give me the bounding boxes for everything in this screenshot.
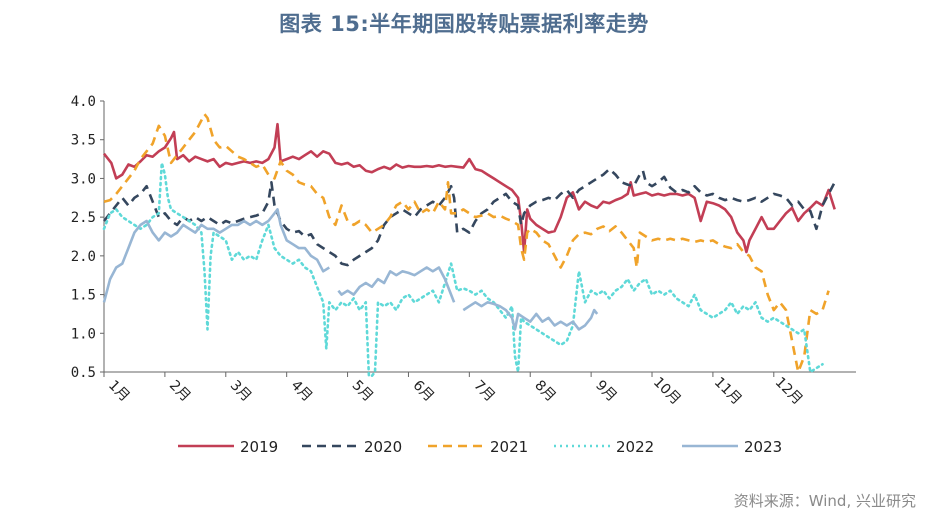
legend-label-2020: 2020 <box>364 438 402 456</box>
x-tick-label: 10月 <box>650 374 684 408</box>
x-tick-label: 7月 <box>470 377 498 405</box>
x-tick-label: 2月 <box>166 377 194 405</box>
series-line-2019 <box>102 122 836 254</box>
x-tick-label: 5月 <box>349 377 377 405</box>
legend-label-2022: 2022 <box>616 438 654 456</box>
legend-label-2023: 2023 <box>744 438 782 456</box>
series-line-2020 <box>102 167 836 267</box>
x-tick-label: 12月 <box>772 374 806 408</box>
chart-title: 图表 15:半年期国股转贴票据利率走势 <box>279 12 649 36</box>
y-tick-label: 1.0 <box>71 326 96 342</box>
x-tick-label: 1月 <box>105 377 133 405</box>
legend: 2019 2020 2021 2022 2023 <box>178 438 782 456</box>
series-lines <box>102 112 836 378</box>
y-tick-label: 1.5 <box>71 288 96 304</box>
x-tick-label: 11月 <box>711 374 745 408</box>
y-tick-label: 2.5 <box>71 210 96 226</box>
series-line-2023 <box>102 208 599 331</box>
y-tick-label: 3.0 <box>71 171 96 187</box>
x-tick-label: 9月 <box>592 377 620 405</box>
legend-label-2019: 2019 <box>240 438 278 456</box>
axes: 4.0 3.5 3.0 2.5 2.0 1.5 1.0 0.5 1月 2月 3月 4月 5月 6月 7月 8月… <box>71 94 856 408</box>
source-note: 资料来源：Wind, 兴业研究 <box>733 492 916 510</box>
y-tick-label: 0.5 <box>71 365 96 381</box>
x-tick-label: 3月 <box>227 377 255 405</box>
x-tick-label: 6月 <box>410 377 438 405</box>
x-tick-label: 4月 <box>288 377 316 405</box>
y-tick-label: 3.5 <box>71 133 96 149</box>
series-line-2021 <box>103 112 830 374</box>
legend-label-2021: 2021 <box>490 438 528 456</box>
y-tick-label: 4.0 <box>71 94 96 110</box>
series-line-2022 <box>102 161 824 378</box>
y-tick-label: 2.0 <box>71 249 96 265</box>
x-tick-label: 8月 <box>531 377 559 405</box>
